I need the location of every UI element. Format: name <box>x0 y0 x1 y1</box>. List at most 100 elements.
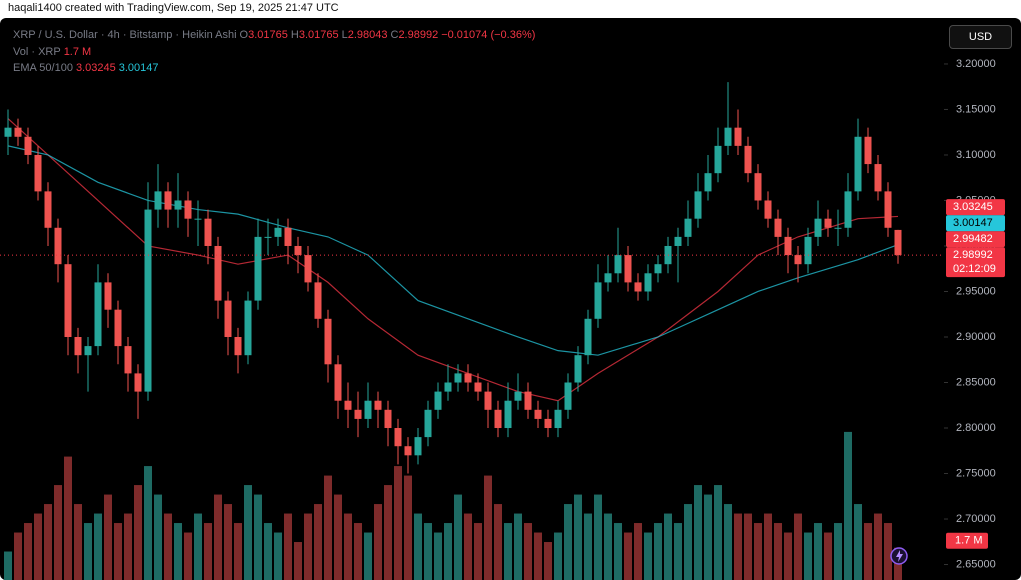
volume-bar <box>184 532 192 580</box>
candle-body <box>434 391 442 410</box>
candle-body <box>324 318 332 365</box>
candle-body <box>74 336 82 356</box>
volume-bar <box>824 532 832 580</box>
volume-bar <box>484 475 492 580</box>
ohlc-letter: C <box>390 29 399 41</box>
volume-bar <box>564 504 572 580</box>
volume-bar <box>64 456 72 580</box>
price-tag <box>946 199 1005 216</box>
candle-body <box>584 318 592 356</box>
candle-body <box>44 191 52 228</box>
candle-body <box>844 191 852 228</box>
candle-body <box>374 400 382 410</box>
candle-body <box>474 382 482 392</box>
y-tick-label: 2.65000 <box>956 558 996 570</box>
volume-bar <box>544 542 552 580</box>
price-tag-label: 02:12:09 <box>953 263 996 275</box>
candle-body <box>674 236 682 246</box>
candle-body <box>4 127 12 137</box>
price-tag-label: 3.00147 <box>953 217 993 229</box>
price-tag-label: 2.98992 <box>953 249 993 261</box>
candle-body <box>164 191 172 210</box>
candle-body <box>514 391 522 401</box>
ohlc-letter: O <box>239 29 249 41</box>
volume-bar <box>584 513 592 580</box>
volume-bar <box>644 532 652 580</box>
candle-body <box>174 200 182 210</box>
candle-body <box>604 273 612 283</box>
volume-bar <box>254 494 262 580</box>
volume-bar <box>394 466 402 580</box>
candle-body <box>624 255 632 283</box>
ema-name: EMA 50/100 <box>13 62 73 74</box>
candle-body <box>554 409 562 429</box>
volume-bar <box>734 513 742 580</box>
candle-body <box>784 236 792 256</box>
candle-body <box>244 300 252 356</box>
candle-body <box>754 173 762 201</box>
volume-bar <box>204 523 212 580</box>
volume-bar <box>414 513 422 580</box>
volume-bar <box>744 513 752 580</box>
candle-body <box>114 309 122 347</box>
candle-body <box>184 200 192 219</box>
volume-bar <box>224 504 232 580</box>
volume-bar <box>74 504 82 580</box>
volume-bar <box>294 542 302 580</box>
volume-bar <box>884 523 892 580</box>
volume-bar <box>804 532 812 580</box>
candle-body <box>804 236 812 265</box>
volume-bar <box>134 485 142 580</box>
legend-row: XRP / U.S. Dollar · 4h · Bitstamp · Heik… <box>13 27 538 44</box>
y-tick-label: 2.85000 <box>956 376 996 388</box>
volume-bar <box>654 523 662 580</box>
candle-body <box>484 391 492 410</box>
candle-body <box>84 346 92 356</box>
candle-body <box>274 227 282 237</box>
volume-bar <box>534 532 542 580</box>
candle-body <box>404 446 412 456</box>
volume-bar <box>854 504 862 580</box>
candle-body <box>214 245 222 301</box>
volume-bar <box>94 513 102 580</box>
volume-layer <box>4 431 902 580</box>
volume-bar <box>214 494 222 580</box>
volume-bar <box>314 504 322 580</box>
y-tick-label: 2.90000 <box>956 331 996 343</box>
volume-bar <box>704 494 712 580</box>
volume-bar <box>814 523 822 580</box>
price-tag <box>946 247 1005 278</box>
candle-body <box>444 382 452 392</box>
candle-body <box>704 173 712 192</box>
candle-body <box>854 136 862 192</box>
candle-body <box>424 409 432 438</box>
legend-row: EMA 50/100 3.03245 3.00147 <box>13 60 538 77</box>
volume-bar <box>874 513 882 580</box>
volume-bar <box>524 523 532 580</box>
volume-bar <box>384 485 392 580</box>
volume-bar <box>454 494 462 580</box>
candle-body <box>224 300 232 337</box>
y-tick-label: 2.75000 <box>956 467 996 479</box>
currency-button[interactable]: USD <box>949 25 1012 49</box>
volume-bar <box>694 485 702 580</box>
candle-body <box>884 191 892 228</box>
candle-body <box>144 209 152 392</box>
volume-tag-label: 1.7 M <box>955 535 983 547</box>
candle-body <box>334 364 342 401</box>
y-tick-label: 2.80000 <box>956 422 996 434</box>
candle-body <box>284 227 292 246</box>
candle-body <box>104 282 112 310</box>
candle-body <box>634 282 642 292</box>
candle-body <box>614 255 622 274</box>
candle-body <box>204 218 212 246</box>
volume-bar <box>474 523 482 580</box>
volume-bar <box>784 532 792 580</box>
volume-bar <box>174 523 182 580</box>
volume-bar <box>114 523 122 580</box>
candle-body <box>504 400 512 429</box>
candle-body <box>414 437 422 456</box>
change: −0.01074 (−0.36%) <box>441 29 536 41</box>
price-tag <box>946 215 1005 232</box>
candle-body <box>64 264 72 337</box>
